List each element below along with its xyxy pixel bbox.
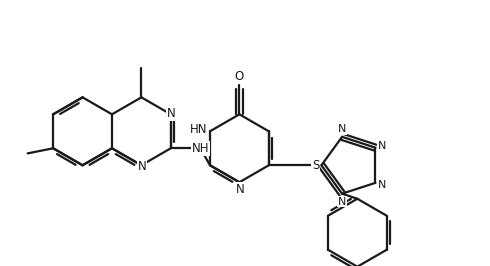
Text: N: N: [338, 197, 346, 206]
Text: N: N: [167, 107, 176, 120]
Text: N: N: [378, 180, 387, 189]
Text: NH: NH: [192, 142, 209, 155]
Text: S: S: [312, 159, 319, 172]
Text: HN: HN: [190, 123, 207, 136]
Text: N: N: [138, 160, 147, 173]
Text: N: N: [338, 124, 346, 134]
Text: N: N: [236, 183, 245, 196]
Text: O: O: [235, 70, 244, 83]
Text: N: N: [378, 141, 387, 151]
